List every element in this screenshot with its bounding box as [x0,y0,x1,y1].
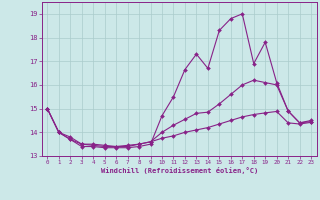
X-axis label: Windchill (Refroidissement éolien,°C): Windchill (Refroidissement éolien,°C) [100,167,258,174]
